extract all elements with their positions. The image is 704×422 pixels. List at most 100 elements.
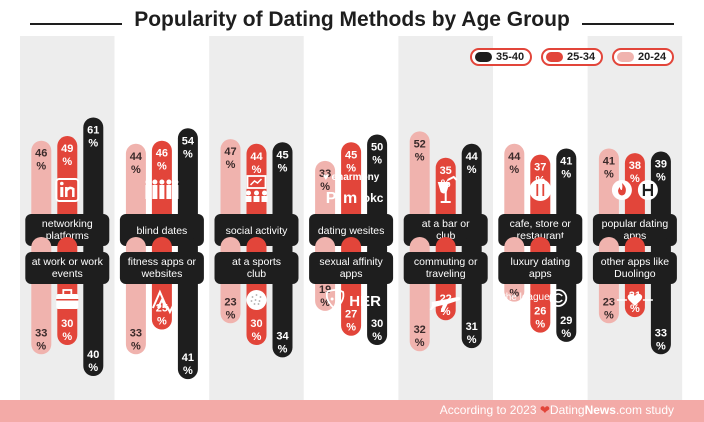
legend-item-20-24: 20-24 (612, 48, 674, 66)
title-bar: Popularity of Dating Methods by Age Grou… (0, 6, 704, 40)
data-label: 33% (319, 168, 331, 193)
legend-swatch (546, 52, 563, 62)
category-group: 46 % 49 % 61% (31, 117, 104, 232)
her-icon: HER (349, 293, 381, 310)
data-label: 44% (130, 151, 143, 176)
data-label: 50% (371, 142, 383, 167)
legend-item-25-34: 25-34 (541, 48, 603, 66)
bar-20-24 (125, 143, 146, 232)
data-label: 23% (603, 296, 615, 321)
category-label-box: popular dating apps (592, 214, 677, 246)
linkedin-icon (55, 178, 80, 202)
legend-label: 35-40 (496, 51, 525, 63)
data-label: 41% (603, 155, 615, 180)
bar-20-24 (598, 148, 619, 232)
data-label: 31% (466, 321, 478, 346)
source-prefix: According to 2023 (439, 403, 537, 417)
bar-35-40 (272, 142, 293, 232)
briefcase-icon (56, 289, 79, 309)
category-label-box: fitness apps or websites (119, 252, 204, 284)
bar-25-34 (57, 136, 78, 232)
category-label: other apps like Duolingo (601, 256, 669, 280)
category-label-box: commuting or traveling (403, 252, 488, 284)
category-label: at a sports club (232, 256, 281, 280)
legend-swatch (617, 52, 634, 62)
data-label: 45% (276, 149, 288, 174)
bar-20-24 (409, 131, 430, 232)
category-label: social activity (226, 225, 289, 237)
category-label: fitness apps or websites (128, 256, 197, 280)
category-label: cafe, store or restaurant (510, 218, 572, 242)
data-label: 44% (466, 151, 479, 176)
source-note: According to 2023 ❤DatingNews.com study (440, 403, 674, 417)
title-rule-right (582, 23, 674, 25)
data-label: 44% (250, 151, 263, 176)
brand-name: Dating (549, 403, 585, 417)
plenty-of-fish-icon: P (326, 190, 337, 207)
data-label: 23% (224, 296, 236, 321)
chart-title: Popularity of Dating Methods by Age Grou… (134, 8, 570, 31)
category-group: 44%37%41% (504, 143, 577, 232)
category-label-box: luxury dating apps (498, 252, 583, 284)
grindr-icon (325, 289, 345, 311)
data-label: 33% (130, 327, 142, 352)
golf-ball-icon (246, 290, 267, 310)
group-people-icon (145, 179, 179, 199)
data-label: 45% (345, 149, 357, 174)
data-label: 44% (508, 151, 521, 176)
category-group: 44 % 46 % 54% (125, 128, 198, 232)
data-label: 30% (250, 318, 262, 343)
tinder-flame-icon (611, 180, 632, 200)
category-group: 41 % 38 % 39% (598, 148, 671, 232)
category-label: luxury dating apps (511, 256, 571, 280)
bar-35-40 (83, 117, 104, 232)
data-label: 30% (371, 318, 383, 343)
data-label: 26% (534, 306, 546, 331)
data-label: 52% (414, 138, 426, 163)
data-label: 39% (655, 159, 667, 184)
data-label: 41% (182, 352, 194, 377)
data-label: 33% (35, 327, 47, 352)
bar-25-34 (624, 153, 645, 232)
category-group: 47 % 44 % 45% (220, 139, 293, 232)
category-label: at work or work events (32, 256, 104, 280)
source-suffix: study (645, 403, 674, 417)
hinge-icon (637, 180, 658, 200)
bar-35-40 (367, 134, 388, 232)
data-label: 54% (182, 135, 195, 160)
category-label-box: other apps like Duolingo (592, 252, 677, 284)
category-label-box: cafe, store or restaurant (498, 214, 583, 246)
category-label-box: networking platforms (25, 214, 110, 246)
bar-35-40 (650, 151, 671, 232)
data-label: 19% (319, 284, 331, 309)
data-label: 33% (655, 327, 667, 352)
bar-20-24 (220, 139, 241, 232)
category-label-box: blind dates (119, 214, 204, 246)
data-label: 27% (345, 309, 357, 334)
data-label: 49% (61, 143, 73, 168)
okcupid-icon: okc (363, 191, 384, 205)
data-label: 41% (560, 155, 572, 180)
raya-icon (549, 289, 568, 307)
category-label-box: at work or work events (25, 252, 110, 284)
bar-35-40 (177, 128, 198, 232)
category-label-box: social activity (214, 214, 299, 246)
bar-25-34 (341, 142, 362, 232)
category-label: commuting or traveling (414, 256, 478, 280)
category-label: blind dates (137, 225, 188, 237)
data-label: 61% (87, 124, 99, 149)
heart-icon (616, 293, 653, 306)
category-label: dating wesites (318, 225, 385, 237)
data-label: 38% (629, 160, 641, 185)
data-label: 47% (224, 146, 236, 171)
data-label: 32% (414, 324, 426, 349)
category-label-box: sexual affinity apps (309, 252, 394, 284)
category-label-box: dating wesites (309, 214, 394, 246)
eharmony-icon: ♥ eharmony (323, 172, 380, 183)
brand-suffix: .com (615, 403, 642, 417)
category-label: networking platforms (42, 218, 93, 242)
fork-knife-icon (525, 179, 556, 201)
chart-canvas: 46 % 49 % 61 % networking platforms 44 % 46 % 54 % bli… (20, 36, 683, 400)
cocktail-glass-icon (437, 175, 458, 203)
bar-20-24 (504, 143, 525, 232)
